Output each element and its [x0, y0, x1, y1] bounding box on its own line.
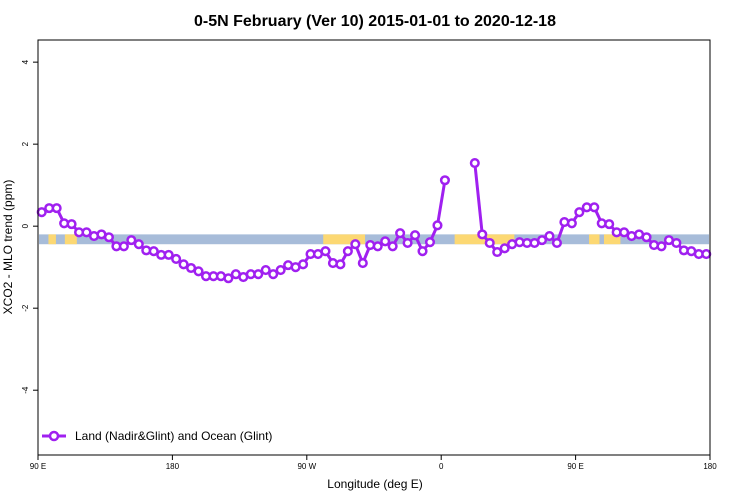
data-point [118, 241, 129, 252]
data-point [424, 237, 436, 248]
data-point [103, 232, 114, 243]
data-point [566, 218, 577, 229]
data-point [163, 249, 174, 260]
data-point [357, 258, 368, 269]
data-point [260, 265, 271, 276]
x-tick-label: 90 E [567, 462, 583, 471]
data-point [410, 230, 421, 241]
legend-marker [48, 430, 60, 442]
land-band-segment [454, 234, 515, 245]
data-point [484, 237, 495, 249]
data-point [395, 228, 406, 239]
data-point [350, 239, 361, 250]
data-point [477, 229, 488, 240]
data-point [372, 241, 383, 252]
data-point [81, 227, 92, 238]
data-point [268, 269, 279, 280]
data-point [656, 241, 667, 252]
data-point [342, 246, 353, 257]
data-point [432, 220, 443, 231]
land-band-segment [64, 234, 77, 245]
data-point [469, 157, 480, 169]
y-tick-label: -2 [21, 304, 30, 312]
data-point [417, 246, 428, 257]
data-point [275, 265, 286, 276]
data-point [551, 237, 562, 249]
legend: Land (Nadir&Glint) and Ocean (Glint) [42, 429, 272, 443]
data-point [133, 239, 144, 250]
data-point [439, 175, 450, 186]
data-point [171, 253, 182, 265]
data-point [51, 203, 62, 214]
y-axis-label: XCO2 - MLO trend (ppm) [1, 180, 15, 315]
data-point [126, 235, 137, 246]
y-tick-label: 4 [21, 59, 30, 64]
data-point [641, 232, 652, 243]
data-point [574, 207, 585, 218]
data-point [701, 249, 712, 260]
data-point [619, 227, 630, 238]
plot-frame [37, 39, 711, 456]
x-tick-label: 180 [166, 462, 180, 471]
data-point [298, 259, 309, 270]
data-point [589, 202, 600, 213]
data-point [492, 246, 503, 258]
data-point [499, 243, 510, 254]
y-tick-label: 0 [21, 223, 30, 228]
land-band-segment [48, 234, 56, 245]
ocean-band [39, 234, 709, 245]
data-point [604, 219, 615, 230]
data-point [335, 259, 346, 270]
data-point [402, 237, 413, 249]
land-band-segment [589, 234, 600, 245]
data-point [223, 273, 234, 284]
data-point [253, 269, 264, 280]
x-tick-label: 0 [439, 462, 444, 471]
data-point [148, 246, 159, 257]
land-band-segment [603, 234, 621, 245]
data-point [536, 235, 548, 246]
data-point [66, 219, 77, 230]
x-tick-label: 90 W [297, 462, 316, 471]
y-tick-label: 2 [21, 141, 30, 146]
legend-label: Land (Nadir&Glint) and Ocean (Glint) [75, 429, 272, 443]
data-point [387, 241, 398, 252]
y-tick-label: -4 [21, 386, 30, 394]
chart-title: 0-5N February (Ver 10) 2015-01-01 to 202… [194, 13, 556, 30]
data-point [193, 266, 204, 277]
data-point [380, 236, 391, 247]
data-point [544, 230, 555, 242]
land-band-segment [323, 234, 366, 245]
data-point [671, 237, 682, 249]
data-point [320, 246, 331, 257]
x-tick-label: 90 E [30, 462, 46, 471]
x-axis-label: Longitude (deg E) [327, 477, 422, 491]
data-point [178, 259, 189, 270]
series-line [41, 180, 447, 280]
x-tick-label: 180 [703, 462, 717, 471]
